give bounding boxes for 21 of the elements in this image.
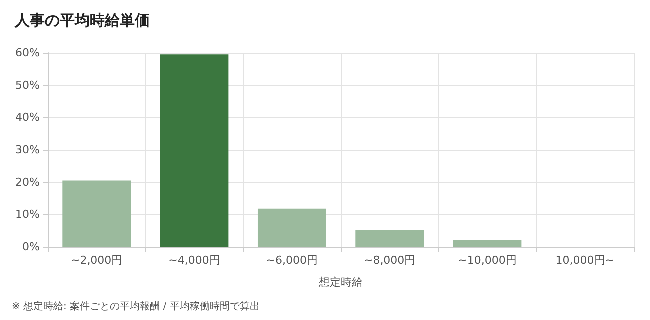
chart-title: 人事の平均時給単価 bbox=[14, 12, 150, 30]
y-tick-label: 40% bbox=[16, 111, 40, 124]
bar bbox=[62, 180, 132, 247]
y-tick-label: 60% bbox=[16, 46, 40, 60]
x-tick-label: ~4,000円 bbox=[168, 254, 220, 267]
bar bbox=[453, 240, 522, 247]
y-tick-label: 20% bbox=[16, 176, 40, 189]
y-tick-label: 50% bbox=[16, 78, 40, 92]
bar bbox=[258, 208, 326, 247]
x-tick-label: ~2,000円 bbox=[70, 254, 123, 267]
bar bbox=[160, 54, 229, 247]
y-tick-label: 0% bbox=[22, 240, 40, 254]
x-tick-label: ~8,000円 bbox=[364, 254, 416, 267]
y-tick-label: 30% bbox=[16, 144, 40, 156]
x-axis-title: 想定時給 bbox=[318, 276, 363, 289]
x-tick-label: ~6,000円 bbox=[266, 254, 318, 267]
text: ※ 想定時給: 案件ごとの平均報酬 / 平均稼働時間で算出 bbox=[12, 300, 260, 312]
bar bbox=[356, 230, 424, 247]
x-tick-label: ~10,000円 bbox=[458, 254, 517, 267]
y-tick-label: 10% bbox=[16, 208, 40, 222]
x-tick-label: 10,000円~ bbox=[556, 254, 615, 267]
